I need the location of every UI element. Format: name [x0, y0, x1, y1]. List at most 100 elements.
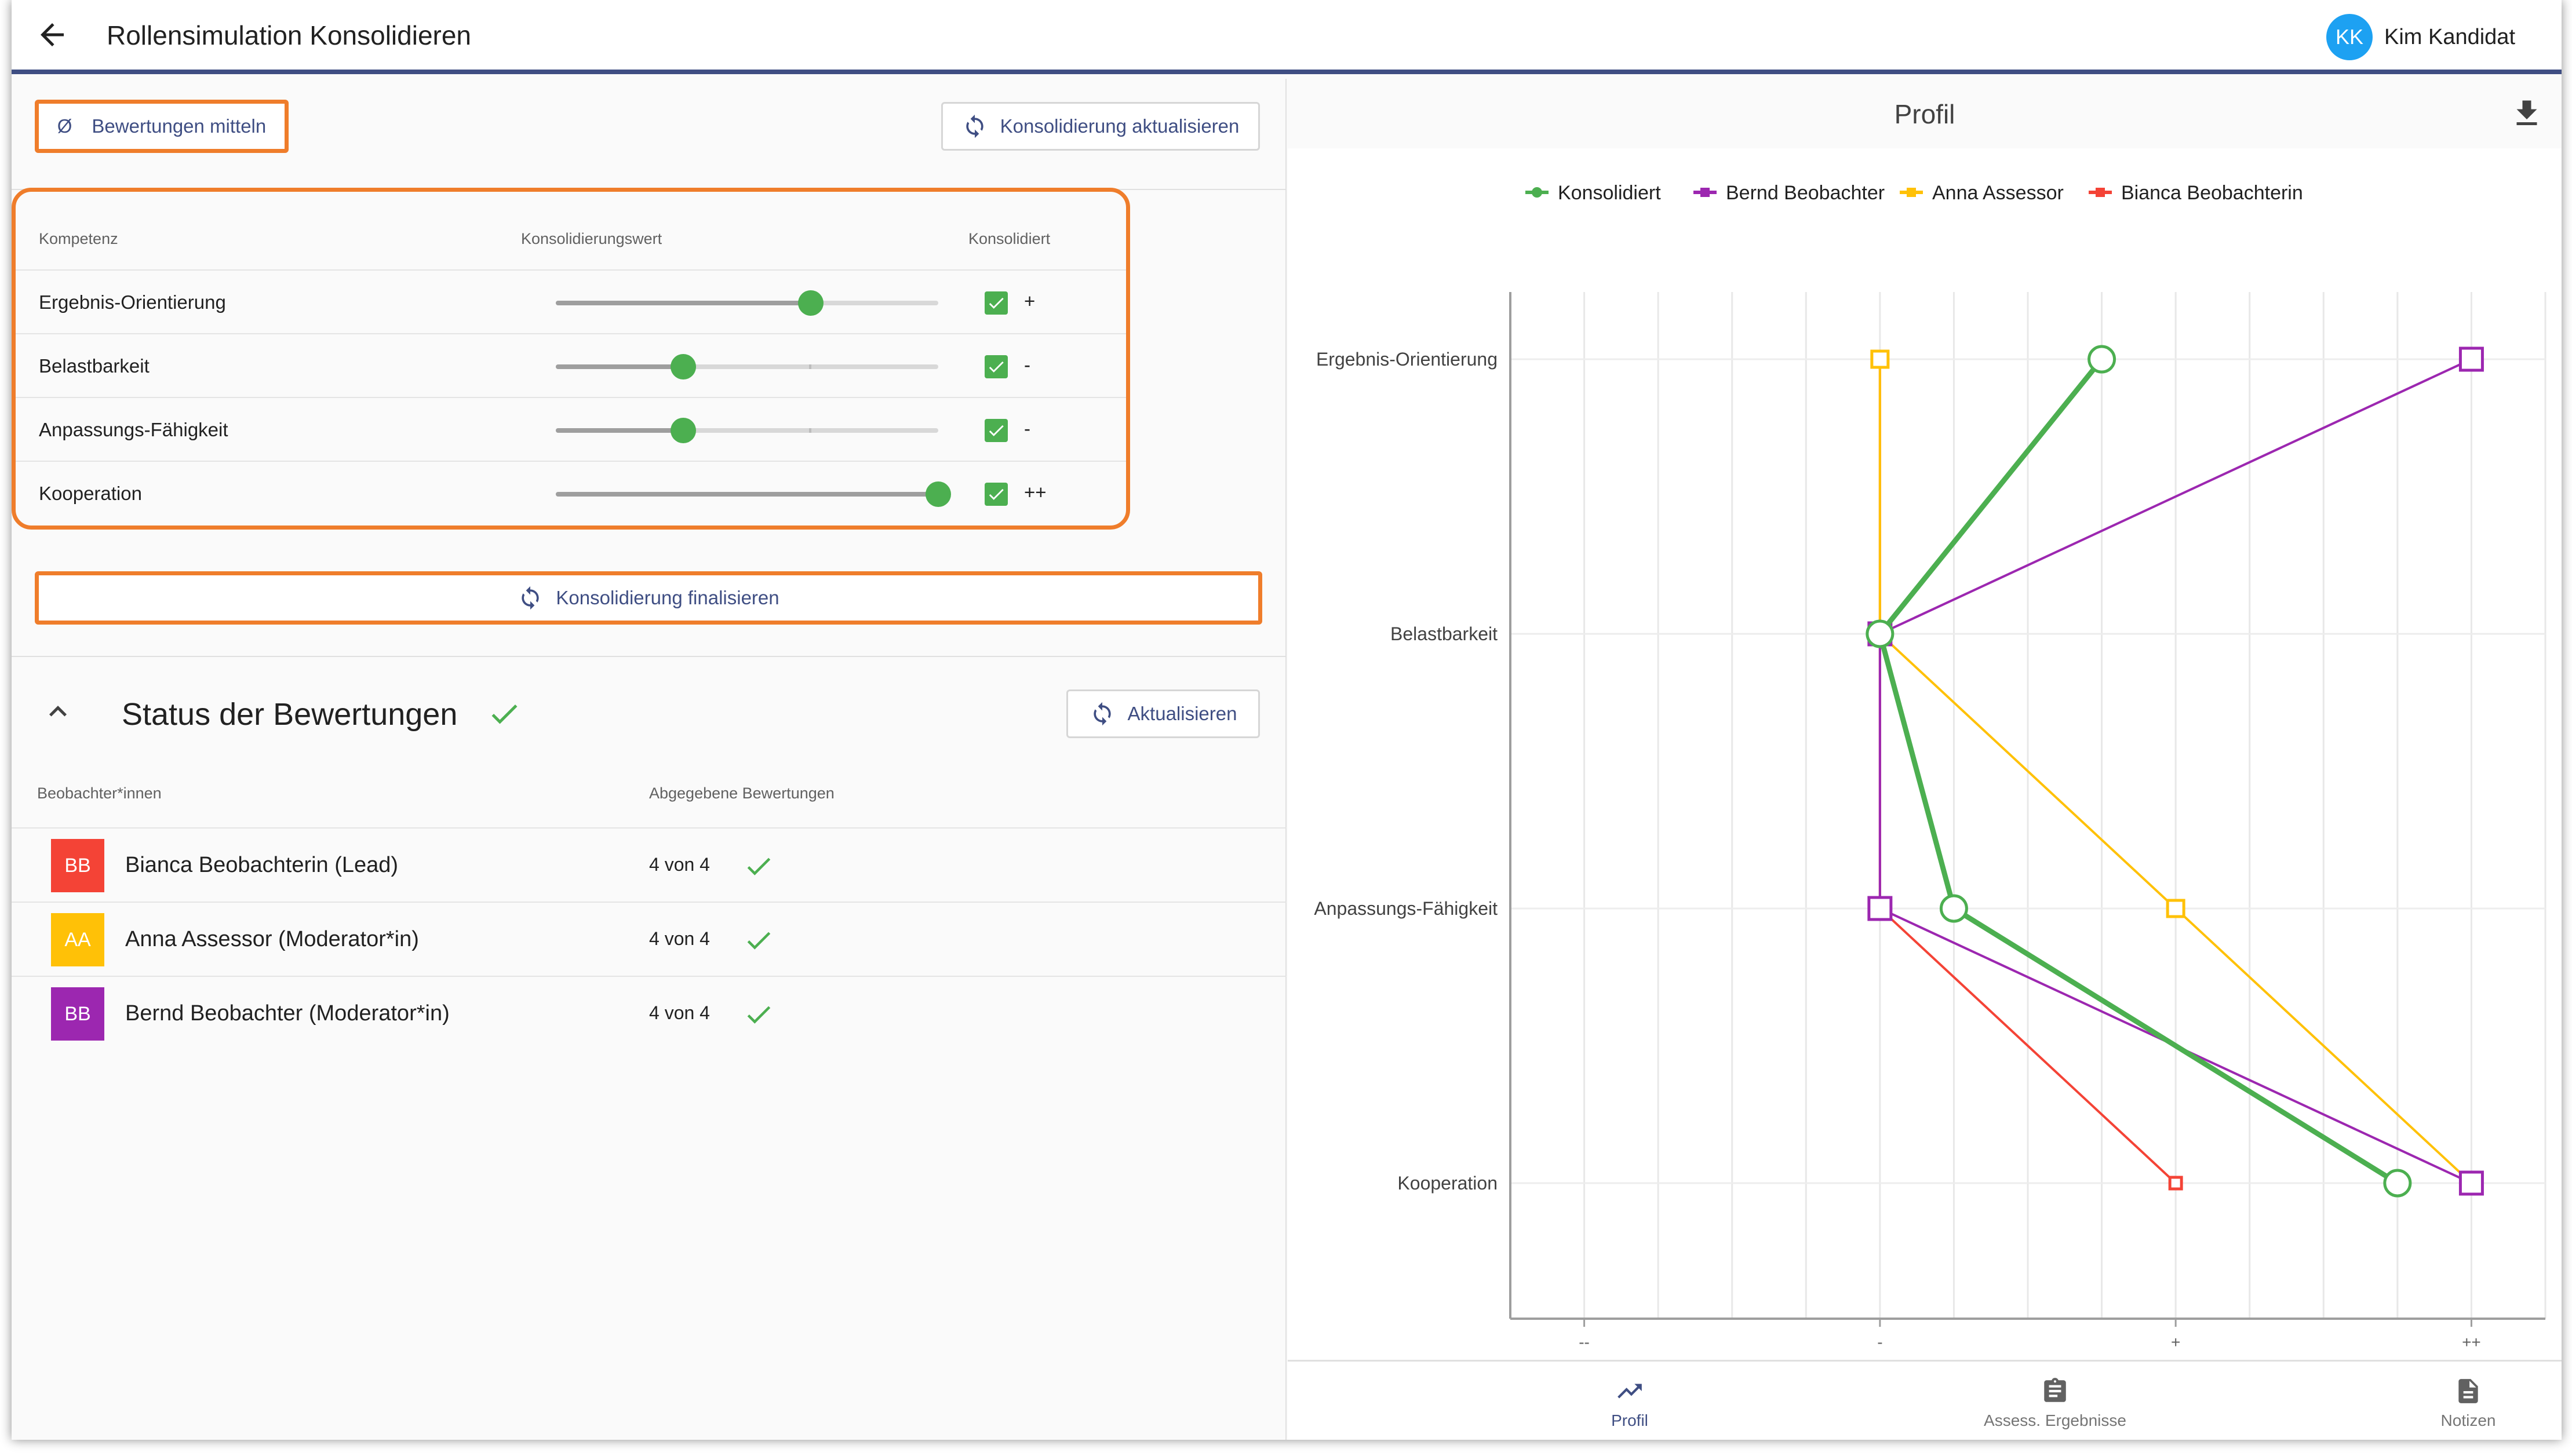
- data-point: [1866, 619, 1895, 648]
- consolidation-slider[interactable]: [556, 481, 951, 507]
- slider-fill: [556, 364, 683, 369]
- category-label: Ergebnis-Orientierung: [1316, 349, 1498, 370]
- data-point: [2458, 1170, 2484, 1196]
- profile-title: Profil: [1894, 99, 1955, 129]
- slider-fill: [556, 428, 683, 433]
- profile-chart: -- - + ++Ergebnis-OrientierungBelastbarkeit…: [1314, 182, 2547, 1351]
- divider: [12, 656, 1287, 657]
- finalize-consolidation-button[interactable]: Konsolidierung finalisieren: [35, 571, 1262, 625]
- observer-row: AA Anna Assessor (Moderator*in) 4 von 4: [12, 902, 1287, 976]
- data-point: [2458, 346, 2484, 372]
- consolidated-checkbox[interactable]: [985, 419, 1008, 442]
- check-icon: [989, 425, 1004, 436]
- slider-thumb[interactable]: [798, 290, 824, 316]
- observer-avatar: BB: [51, 839, 104, 892]
- competency-label: Ergebnis-Orientierung: [39, 291, 226, 313]
- legend-swatch-marker: [1700, 188, 1710, 197]
- competency-label: Kooperation: [39, 483, 142, 504]
- category-label: Anpassungs-Fähigkeit: [1314, 898, 1498, 919]
- slider-thumb[interactable]: [926, 481, 951, 507]
- consolidated-checkbox[interactable]: [985, 355, 1008, 378]
- slider-thumb[interactable]: [670, 418, 696, 443]
- legend-label: Bernd Beobachter: [1726, 182, 1885, 204]
- slider-tick: [809, 364, 811, 369]
- consolidated-value: +: [1024, 290, 1036, 312]
- refresh-status-button[interactable]: Aktualisieren: [1066, 689, 1260, 738]
- consolidation-row: Anpassungs-Fähigkeit -: [16, 397, 1126, 461]
- arrow-back-icon[interactable]: [35, 17, 70, 52]
- user-avatar: KK: [2326, 14, 2373, 60]
- slider-tick: [809, 428, 811, 433]
- data-point: [1870, 349, 1890, 369]
- profile-panel: Profil -- - + ++ Ergebnis-Orientierung Belast…: [1288, 79, 2562, 1440]
- x-tick-label: -: [1877, 1333, 1882, 1351]
- consolidated-value: ++: [1024, 481, 1047, 503]
- consolidation-slider[interactable]: [556, 290, 938, 316]
- refresh-consolidation-label: Konsolidierung aktualisieren: [1000, 115, 1240, 137]
- document-icon: [2458, 1379, 2478, 1403]
- data-point: [2383, 1169, 2412, 1198]
- sync-icon: [1093, 702, 1111, 726]
- observer-count: 4 von 4: [649, 1002, 710, 1023]
- column-header-submitted: Abgegebene Bewertungen: [649, 784, 835, 802]
- nav-tab-profile[interactable]: Profil: [1543, 1362, 1717, 1440]
- user-name: Kim Kandidat: [2384, 24, 2515, 49]
- sync-icon: [966, 114, 983, 138]
- check-icon: [989, 488, 1004, 500]
- data-point: [2166, 899, 2185, 918]
- nav-label: Assess. Ergebnisse: [1984, 1411, 2126, 1429]
- nav-tab-assess-results[interactable]: Assess. Ergebnisse: [1968, 1362, 2142, 1440]
- check-icon: [747, 1006, 771, 1024]
- check-icon: [747, 857, 771, 875]
- user-menu[interactable]: KK Kim Kandidat: [2326, 14, 2515, 60]
- consolidated-checkbox[interactable]: [985, 483, 1008, 506]
- x-tick-label: +: [2171, 1333, 2180, 1351]
- finalize-consolidation-label: Konsolidierung finalisieren: [556, 587, 779, 608]
- observer-name: Bianca Beobachterin (Lead): [125, 853, 399, 877]
- observer-count: 4 von 4: [649, 854, 710, 875]
- trending-up-icon: [1617, 1384, 1642, 1399]
- series-line: [1878, 359, 2472, 1184]
- consolidation-table: Kompetenz Konsolidierungswert Konsolidie…: [12, 188, 1130, 530]
- check-icon: [747, 932, 771, 950]
- column-header-observers: Beobachter*innen: [37, 784, 162, 802]
- legend-label: Anna Assessor: [1932, 182, 2064, 204]
- column-header-consolidated: Konsolidiert: [968, 230, 1051, 247]
- status-title: Status der Bewertungen: [122, 697, 458, 732]
- category-label: Belastbarkeit: [1390, 623, 1498, 644]
- consolidation-row: Kooperation ++: [16, 461, 1126, 524]
- download-icon[interactable]: [2509, 96, 2544, 131]
- consolidated-checkbox[interactable]: [985, 291, 1008, 315]
- observer-avatar: AA: [51, 913, 104, 966]
- check-icon: [989, 361, 1004, 373]
- observer-row: BB Bernd Beobachter (Moderator*in) 4 von 4: [12, 976, 1287, 1050]
- refresh-consolidation-button[interactable]: Konsolidierung aktualisieren: [941, 102, 1260, 151]
- app-bar: Rollensimulation Konsolidieren KK Kim Ka…: [12, 0, 2562, 74]
- app-window: Rollensimulation Konsolidieren KK Kim Ka…: [12, 0, 2562, 1440]
- legend-label: Bianca Beobachterin: [2121, 182, 2303, 204]
- chevron-up-icon[interactable]: [41, 694, 75, 729]
- average-ratings-label: Bewertungen mitteln: [92, 115, 267, 137]
- legend-swatch-marker: [1907, 188, 1916, 197]
- consolidation-slider[interactable]: [556, 418, 938, 443]
- data-point: [1939, 894, 1968, 923]
- refresh-status-label: Aktualisieren: [1127, 703, 1237, 724]
- slider-thumb[interactable]: [670, 354, 696, 379]
- average-ratings-button[interactable]: Ø Bewertungen mitteln: [35, 100, 289, 153]
- observer-row: BB Bianca Beobachterin (Lead) 4 von 4: [12, 827, 1287, 902]
- consolidation-row: Belastbarkeit -: [16, 333, 1126, 397]
- consolidation-slider[interactable]: [556, 354, 938, 379]
- consolidation-panel: Ø Bewertungen mitteln Konsolidierung akt…: [12, 79, 1287, 1440]
- page-title: Rollensimulation Konsolidieren: [107, 20, 472, 50]
- legend-swatch-marker: [2096, 188, 2105, 197]
- column-header-competency: Kompetenz: [39, 230, 118, 247]
- observer-name: Anna Assessor (Moderator*in): [125, 927, 419, 951]
- check-icon: [989, 297, 1004, 309]
- series-line: [1877, 357, 2399, 1185]
- sync-icon: [522, 586, 540, 610]
- data-point: [1867, 896, 1893, 921]
- consolidated-value: -: [1024, 418, 1030, 439]
- average-symbol: Ø: [57, 115, 72, 137]
- observer-count: 4 von 4: [649, 928, 710, 949]
- nav-tab-notes[interactable]: Notizen: [2390, 1362, 2547, 1440]
